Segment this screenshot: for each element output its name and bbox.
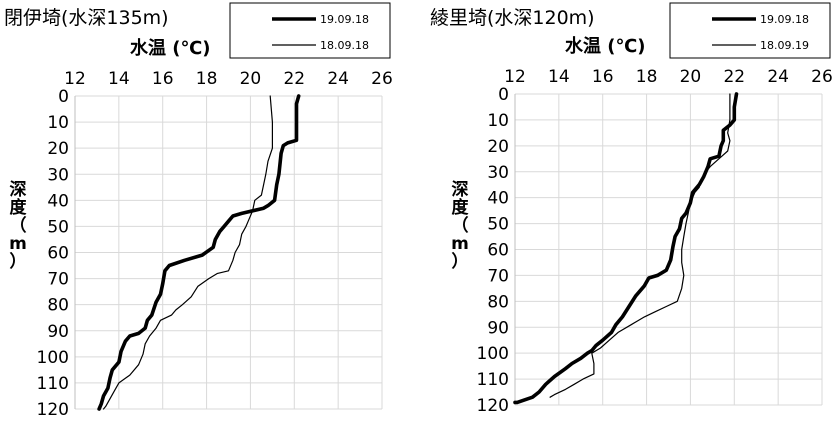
y-axis-label-char: （	[452, 215, 469, 236]
y-tick-label: 20	[487, 137, 509, 157]
legend-label: 18.09.18	[320, 39, 369, 52]
x-tick-label: 16	[152, 69, 174, 89]
x-tick-label: 26	[811, 67, 833, 87]
y-axis-label-char: m	[451, 234, 469, 254]
y-tick-label: 40	[487, 189, 509, 209]
x-tick-label: 20	[240, 69, 262, 89]
y-tick-label: 70	[47, 270, 69, 290]
x-tick-label: 22	[723, 67, 745, 87]
y-tick-label: 10	[487, 111, 509, 131]
y-tick-label: 80	[487, 292, 509, 312]
y-tick-label: 60	[487, 241, 509, 261]
legend-label: 18.09.19	[760, 39, 809, 52]
y-axis-label-char: 深	[10, 179, 27, 200]
y-tick-label: 100	[477, 344, 509, 364]
y-tick-label: 90	[487, 318, 509, 338]
y-tick-label: 110	[477, 370, 509, 390]
series-line-18-09-19	[549, 93, 731, 398]
x-tick-label: 18	[196, 69, 218, 89]
x-tick-label: 18	[636, 67, 658, 87]
x-tick-label: 24	[327, 69, 349, 89]
x-tick-label: 12	[504, 67, 526, 87]
x-tick-label: 16	[592, 67, 614, 87]
series-line-19-09-18	[97, 94, 301, 411]
y-tick-label: 50	[47, 217, 69, 237]
y-tick-label: 30	[47, 165, 69, 185]
chart-panel-1: 閉伊埼(水深135m) 水温 (℃) 12 14 16 18 20 22 24 26 0 10 20 30…	[4, 2, 393, 420]
x-tick-label: 24	[767, 67, 789, 87]
x-axis-title: 水温 (℃)	[565, 35, 646, 57]
y-tick-label: 20	[47, 139, 69, 159]
legend-box	[669, 2, 831, 59]
chart-title: 閉伊埼(水深135m)	[4, 7, 169, 29]
x-tick-label: 22	[283, 69, 305, 89]
y-tick-label: 50	[487, 215, 509, 235]
series-line-19-09-18	[513, 92, 739, 405]
legend-label: 19.09.18	[760, 13, 809, 26]
y-tick-label: 110	[37, 374, 69, 394]
legend-box	[229, 2, 391, 59]
gridlines	[74, 95, 383, 410]
x-tick-label: 26	[371, 69, 393, 89]
y-tick-label: 40	[47, 191, 69, 211]
legend: 19.09.18 18.09.18	[229, 2, 391, 59]
legend-label: 19.09.18	[320, 13, 369, 26]
y-tick-label: 60	[47, 244, 69, 264]
y-axis-label-char: ）	[452, 251, 469, 272]
y-axis-label-char: 深	[452, 179, 469, 200]
legend: 19.09.18 18.09.19	[669, 2, 831, 59]
x-tick-label: 20	[680, 67, 702, 87]
x-tick-label: 12	[64, 69, 86, 89]
gridlines	[514, 93, 823, 406]
y-axis-label-char: 度	[10, 197, 28, 218]
series-line-18-09-18	[102, 95, 273, 410]
y-tick-label: 0	[58, 87, 69, 107]
y-tick-label: 120	[477, 396, 509, 416]
y-tick-label: 120	[37, 400, 69, 420]
x-tick-label: 14	[108, 69, 130, 89]
y-axis-label-char: m	[9, 234, 27, 254]
x-tick-label: 14	[548, 67, 570, 87]
y-tick-label: 80	[47, 296, 69, 316]
y-axis-label-char: 度	[452, 197, 470, 218]
y-tick-label: 0	[498, 85, 509, 105]
y-axis-label-char: （	[10, 215, 27, 236]
y-axis-label-char: ）	[10, 251, 27, 272]
y-tick-label: 100	[37, 348, 69, 368]
y-tick-label: 30	[487, 163, 509, 183]
chart-title: 綾里埼(水深120m)	[430, 7, 595, 29]
chart-panel-2: 綾里埼(水深120m) 水温 (℃) 12 14 16 18 20 22 24 26 0 10 20 30…	[430, 2, 833, 416]
x-axis-title: 水温 (℃)	[130, 37, 211, 59]
y-tick-label: 70	[487, 266, 509, 286]
y-tick-label: 90	[47, 322, 69, 342]
y-tick-label: 10	[47, 113, 69, 133]
